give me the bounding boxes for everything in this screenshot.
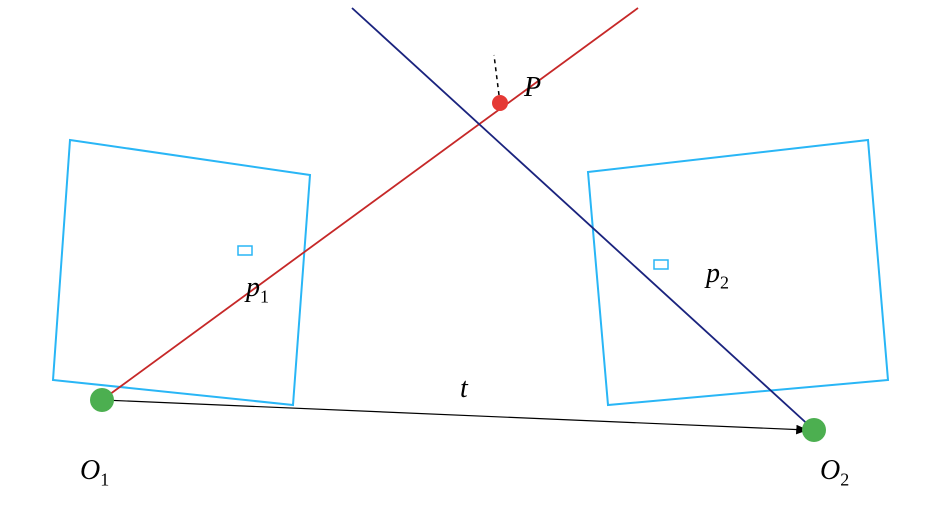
label-p2-sub: 2 xyxy=(720,273,729,293)
label-p1: p1 xyxy=(246,272,269,308)
label-o2: O2 xyxy=(820,455,849,491)
label-o1: O1 xyxy=(80,455,109,491)
ray-red xyxy=(102,8,638,400)
label-o2-sub: 2 xyxy=(840,470,849,490)
camera-center-o2 xyxy=(802,418,826,442)
projection-p1-marker xyxy=(238,246,252,255)
right-image-plane xyxy=(588,140,888,405)
label-t-text: t xyxy=(460,373,468,404)
label-p1-sub: 1 xyxy=(260,287,269,307)
camera-center-o1 xyxy=(90,388,114,412)
label-o1-sub: 1 xyxy=(100,470,109,490)
diagram-canvas xyxy=(0,0,934,511)
label-p2-text: p xyxy=(706,258,720,289)
label-p-upper: P xyxy=(524,72,541,104)
projection-p2-marker xyxy=(654,260,668,269)
label-t: t xyxy=(460,373,468,405)
ray-blue xyxy=(352,8,814,430)
label-p1-text: p xyxy=(246,272,260,303)
left-image-plane xyxy=(53,140,310,405)
label-o1-text: O xyxy=(80,455,100,486)
point-p xyxy=(492,95,508,111)
label-p2: p2 xyxy=(706,258,729,294)
t-arrow xyxy=(103,400,807,430)
label-p-upper-text: P xyxy=(524,72,541,103)
label-o2-text: O xyxy=(820,455,840,486)
